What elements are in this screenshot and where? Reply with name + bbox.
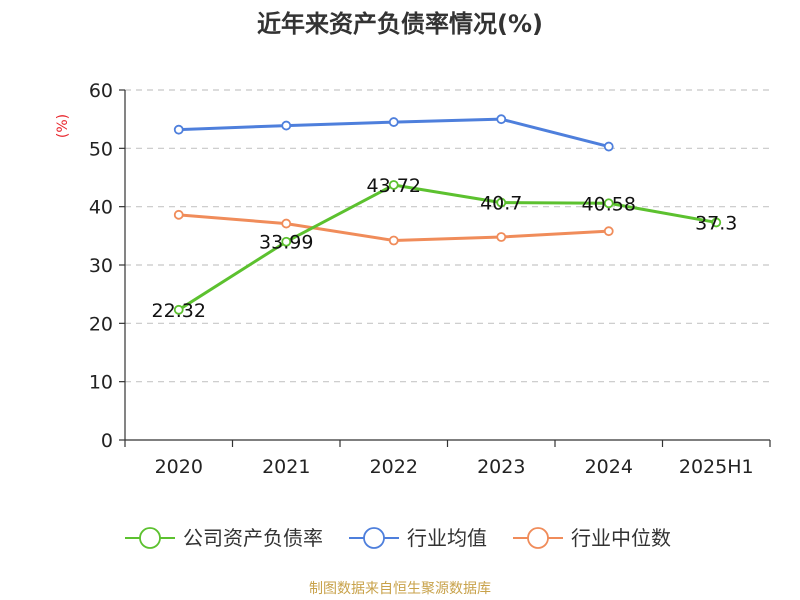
data-label: 33.99 bbox=[259, 232, 313, 254]
y-tick-label: 20 bbox=[89, 313, 113, 335]
data-point bbox=[173, 304, 184, 315]
data-point bbox=[711, 217, 722, 228]
axis-layer: 0 10 20 30 40 50 60 2020 2021 2022 2023 2024 2025H1 bbox=[89, 80, 771, 478]
data-point bbox=[603, 198, 614, 209]
data-label: 37.3 bbox=[695, 212, 737, 234]
data-point bbox=[388, 235, 399, 246]
legend-label: 行业中位数 bbox=[571, 526, 671, 550]
x-tick-label: 2021 bbox=[262, 456, 310, 478]
legend-marker bbox=[139, 527, 161, 549]
x-tick-label: 2022 bbox=[370, 456, 418, 478]
legend-item: 公司资产负债率 bbox=[125, 526, 323, 550]
y-tick-label: 0 bbox=[101, 430, 113, 452]
y-tick-label: 30 bbox=[89, 255, 113, 277]
data-label: 40.58 bbox=[582, 193, 636, 215]
data-label: 22.32 bbox=[152, 300, 206, 322]
grid-layer bbox=[125, 89, 770, 383]
chart-title: 近年来资产负债率情况(%) bbox=[257, 10, 543, 38]
x-tick-label: 2025H1 bbox=[679, 456, 754, 478]
data-point bbox=[281, 218, 292, 229]
data-point bbox=[173, 124, 184, 135]
series-layer bbox=[173, 114, 722, 315]
x-tick-label: 2024 bbox=[585, 456, 633, 478]
legend-marker bbox=[527, 527, 549, 549]
data-point bbox=[603, 226, 614, 237]
legend-label: 行业均值 bbox=[407, 526, 487, 550]
y-tick-label: 50 bbox=[89, 138, 113, 160]
data-label: 43.72 bbox=[367, 175, 421, 197]
y-axis-unit-label: (%) bbox=[55, 114, 71, 138]
data-point bbox=[496, 197, 507, 208]
legend-marker bbox=[363, 527, 385, 549]
legend-label: 公司资产负债率 bbox=[183, 526, 323, 550]
x-tick-label: 2020 bbox=[155, 456, 203, 478]
data-point bbox=[281, 236, 292, 247]
y-tick-label: 10 bbox=[89, 372, 113, 394]
series-line bbox=[177, 183, 718, 312]
data-point bbox=[388, 180, 399, 190]
data-point bbox=[281, 120, 292, 131]
legend-item: 行业均值 bbox=[349, 526, 487, 550]
x-tick-label: 2023 bbox=[477, 456, 525, 478]
legend: 公司资产负债率 行业均值 行业中位数 bbox=[125, 526, 671, 550]
legend-item: 行业中位数 bbox=[513, 526, 671, 550]
data-point bbox=[496, 232, 507, 242]
data-point bbox=[496, 114, 507, 125]
data-point bbox=[388, 117, 399, 127]
y-tick-label: 40 bbox=[89, 197, 113, 219]
data-label-layer: 22.32 33.99 43.72 40.7 40.58 37.3 bbox=[152, 175, 738, 322]
data-label: 40.7 bbox=[480, 193, 522, 215]
source-note: 制图数据来自恒生聚源数据库 bbox=[309, 581, 491, 597]
y-tick-label: 60 bbox=[89, 80, 113, 102]
data-point bbox=[173, 209, 184, 220]
data-point bbox=[603, 141, 614, 152]
